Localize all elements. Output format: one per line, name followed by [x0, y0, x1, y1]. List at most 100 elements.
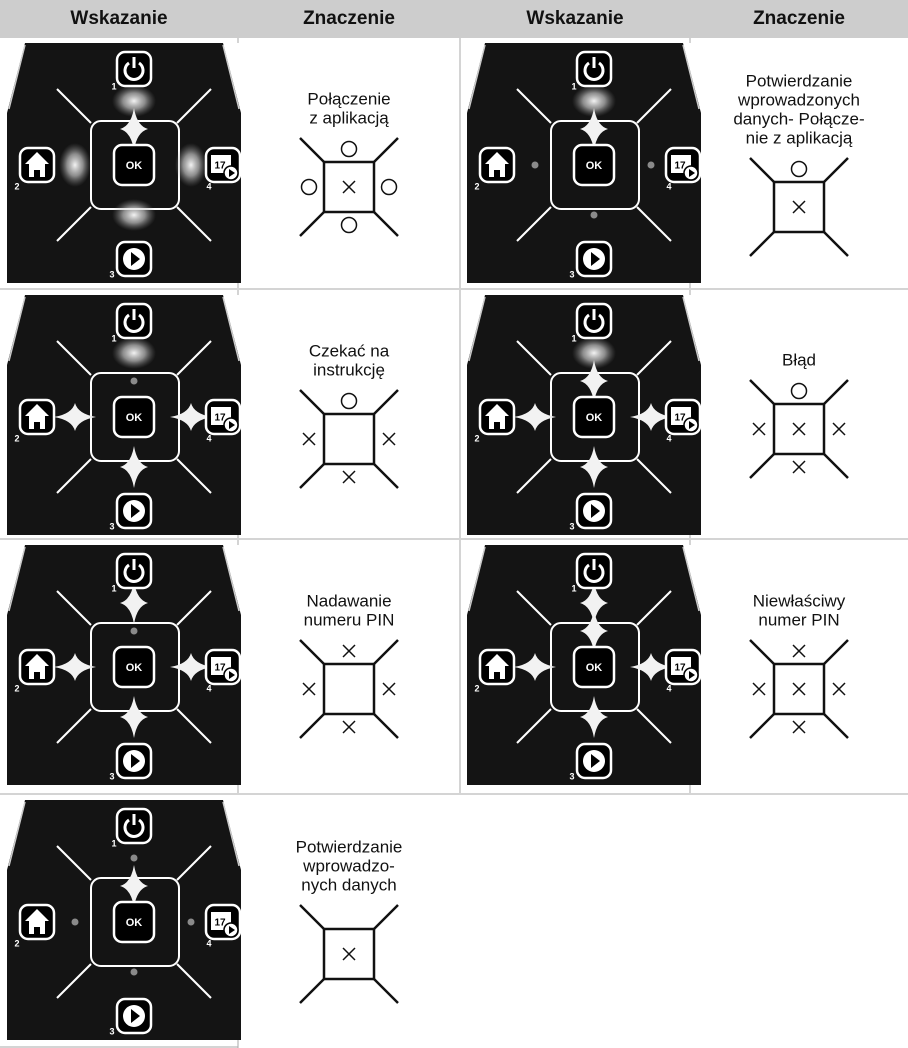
key-number: 1	[571, 333, 576, 343]
key-number: 3	[569, 269, 574, 279]
indicator-star	[120, 865, 148, 907]
meaning-text: Połączenie	[307, 89, 390, 108]
panel-button	[572, 143, 616, 187]
panel-edge-line	[682, 546, 700, 612]
panel-line	[636, 206, 672, 242]
calendar-play	[229, 926, 235, 934]
calendar-label: 17	[674, 663, 686, 674]
key-number: 1	[111, 81, 116, 91]
panel-line	[56, 590, 92, 626]
panel-line	[56, 845, 92, 881]
calendar-label: 17	[214, 918, 226, 929]
calendar-play	[689, 671, 695, 679]
symbol-x	[342, 947, 356, 961]
key-number: 3	[569, 771, 574, 781]
indicator-dot	[531, 161, 539, 169]
meaning-diagonal	[373, 137, 399, 163]
home-icon	[485, 654, 509, 679]
indicator-panel: OK 17 1 2 3 4	[467, 545, 702, 785]
panel-line	[56, 88, 92, 124]
panel-line	[176, 458, 212, 494]
meaning-diagonal	[373, 904, 399, 930]
ok-label: OK	[126, 160, 143, 172]
key-number: 1	[571, 81, 576, 91]
symbol-x	[342, 644, 356, 658]
symbol-o	[790, 382, 808, 400]
home-icon	[25, 404, 49, 429]
panel-edge-line	[682, 44, 700, 110]
key-number: 4	[206, 181, 211, 191]
indicator-star	[514, 403, 556, 431]
indicator-star	[514, 653, 556, 681]
ok-label: OK	[126, 412, 143, 424]
column-header: Znaczenie	[753, 8, 845, 29]
ok-label: OK	[586, 412, 603, 424]
panel-edge-line	[222, 546, 240, 612]
panel-line	[56, 963, 92, 999]
key-number: 3	[569, 521, 574, 531]
meaning-diagonal	[299, 904, 325, 930]
key-number: 2	[14, 683, 19, 693]
key-number: 2	[474, 433, 479, 443]
power-icon	[583, 61, 605, 81]
ok-label: OK	[586, 662, 603, 674]
indicator-panel: OK 17 1 2 3 4	[7, 43, 242, 283]
indicator-dot	[130, 627, 138, 635]
meaning-text: Potwierdzanie	[746, 71, 853, 90]
home-icon	[485, 404, 509, 429]
panel-button	[115, 552, 153, 590]
meaning-square	[772, 402, 826, 456]
key-number: 3	[109, 771, 114, 781]
key-number: 1	[111, 838, 116, 848]
meaning-diagonal	[823, 639, 849, 665]
meaning-diagonal	[749, 453, 775, 479]
power-icon	[583, 313, 605, 333]
meaning-text: Nadawanie	[306, 591, 391, 610]
indicator-star	[54, 653, 96, 681]
meaning-diagonal	[299, 137, 325, 163]
panel-edge-line	[468, 546, 486, 612]
panel-button	[112, 395, 156, 439]
indicator-glow	[112, 337, 156, 369]
meaning-diagonal	[749, 157, 775, 183]
indicator-star	[120, 582, 148, 624]
indicator-dot	[130, 377, 138, 385]
panel-line	[176, 963, 212, 999]
panel-line	[56, 206, 92, 242]
key-number: 3	[109, 269, 114, 279]
column-header: Znaczenie	[303, 8, 395, 29]
meaning-diagonal	[373, 389, 399, 415]
indicator-panel: OK 17 1 2 3 4	[7, 545, 242, 785]
calendar-play	[229, 421, 235, 429]
meaning-text: numeru PIN	[304, 610, 395, 629]
symbol-x	[792, 200, 806, 214]
indicator-dot	[187, 918, 195, 926]
symbol-o	[340, 216, 358, 234]
ok-label: OK	[126, 917, 143, 929]
panel-edge-line	[222, 44, 240, 110]
play-icon	[591, 504, 600, 518]
meaning-diagonal	[373, 713, 399, 739]
meaning-diagonal	[299, 978, 325, 1004]
meaning-text: instrukcję	[313, 360, 385, 379]
panel-button	[115, 50, 153, 88]
calendar-label: 17	[214, 663, 226, 674]
symbol-x	[792, 682, 806, 696]
calendar-label: 17	[674, 413, 686, 424]
meaning-text: wprowadzonych	[737, 90, 860, 109]
symbol-x	[832, 682, 846, 696]
key-number: 2	[14, 938, 19, 948]
symbol-x	[382, 682, 396, 696]
meaning-diagonal	[823, 713, 849, 739]
indicator-star	[630, 653, 672, 681]
key-number: 2	[14, 181, 19, 191]
power-icon	[123, 61, 145, 81]
meaning-text: Potwierdzanie	[296, 837, 403, 856]
key-number: 2	[474, 181, 479, 191]
key-number: 1	[111, 583, 116, 593]
power-icon	[123, 313, 145, 333]
indicator-glow	[59, 143, 91, 187]
panel-line	[176, 845, 212, 881]
meaning-diagonal	[749, 713, 775, 739]
meaning-text: Błąd	[782, 350, 816, 369]
